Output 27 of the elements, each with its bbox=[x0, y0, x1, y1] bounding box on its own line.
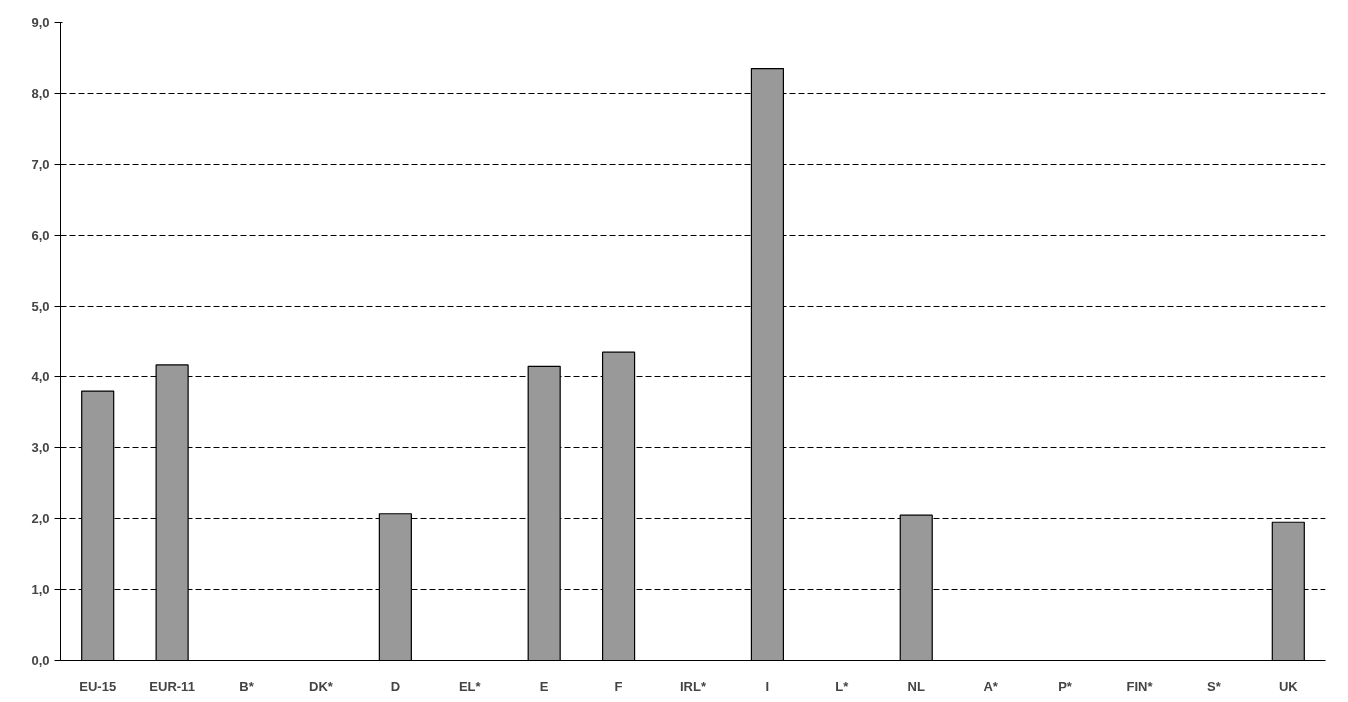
x-tick-label: D bbox=[390, 678, 401, 694]
x-tick-label: DK* bbox=[309, 678, 334, 694]
y-tick-label: 7,0 bbox=[31, 156, 50, 172]
y-tick-label: 9,0 bbox=[31, 15, 50, 30]
x-tick-label: IRL* bbox=[680, 678, 707, 694]
x-tick-label: FIN* bbox=[1126, 678, 1154, 694]
y-tick-label: 6,0 bbox=[31, 227, 50, 243]
y-tick-label: 4,0 bbox=[31, 369, 50, 385]
x-tick-label: UK bbox=[1278, 678, 1299, 694]
x-tick-label: P* bbox=[1058, 678, 1073, 694]
y-tick-label: 0,0 bbox=[31, 653, 50, 668]
y-tick-label: 8,0 bbox=[31, 85, 50, 101]
y-tick-label: 3,0 bbox=[31, 440, 50, 456]
y-tick-label: 1,0 bbox=[31, 582, 50, 598]
x-tick-label: E bbox=[539, 678, 549, 694]
y-tick-label: 5,0 bbox=[31, 298, 50, 314]
x-tick-label: L* bbox=[835, 678, 850, 694]
x-tick-label: A* bbox=[983, 678, 999, 694]
x-tick-label: S* bbox=[1207, 678, 1222, 694]
x-tick-label: F bbox=[614, 678, 623, 694]
x-tick-label: B* bbox=[239, 678, 255, 694]
x-tick-label: NL bbox=[907, 678, 925, 694]
x-tick-label: EUR-11 bbox=[149, 678, 195, 694]
x-tick-label: I bbox=[765, 678, 770, 694]
x-tick-label: EU-15 bbox=[79, 678, 117, 694]
x-tick-label: EL* bbox=[458, 678, 482, 694]
y-tick-label: 2,0 bbox=[31, 511, 50, 527]
